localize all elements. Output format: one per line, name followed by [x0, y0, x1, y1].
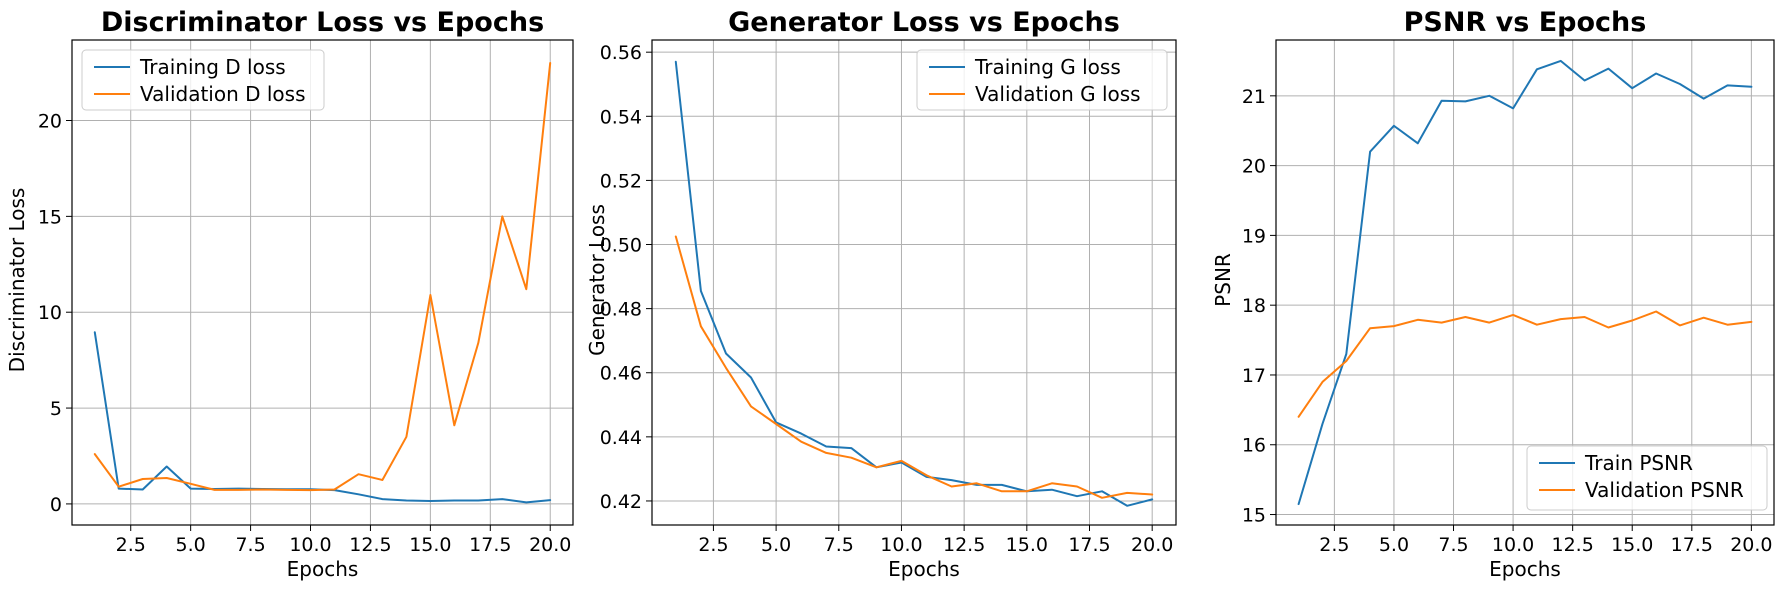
y-tick-label: 0.54 — [600, 106, 642, 128]
plot-frame — [651, 39, 1177, 526]
x-axis-label: Epochs — [888, 557, 960, 581]
series-line-validation — [674, 235, 1154, 499]
x-tick-label: 2.5 — [116, 534, 146, 556]
y-axis-label: Generator Loss — [585, 204, 609, 356]
x-tick-label: 10.0 — [880, 534, 922, 556]
y-tick-label: 15 — [38, 206, 62, 228]
x-tick-label: 12.5 — [349, 534, 391, 556]
x-tick-label: 20.0 — [529, 534, 571, 556]
series-line-training — [674, 60, 1154, 507]
ticks: 2.5 5.0 7.5 10.0 12.5 15.0 17.5 20.0 15 16 17 18 19 2… — [1242, 86, 1773, 556]
legend-box — [1526, 445, 1768, 511]
gridlines — [652, 40, 1176, 525]
legend-entry: Validation D loss — [140, 82, 306, 106]
x-tick-label: 20.0 — [1131, 534, 1173, 556]
y-axis-label: PSNR — [1211, 253, 1235, 307]
y-tick-label: 0.52 — [600, 170, 642, 192]
series-line-validation — [1297, 310, 1753, 418]
gridlines — [1276, 40, 1774, 525]
x-tick-label: 10.0 — [289, 534, 331, 556]
y-tick-label: 5 — [50, 398, 62, 420]
legend-entry: Train PSNR — [1584, 451, 1693, 475]
chart-title: Discriminator Loss vs Epochs — [101, 7, 544, 38]
legend: Training D loss Validation D loss — [81, 49, 325, 111]
x-tick-label: 5.0 — [176, 534, 206, 556]
x-tick-label: 15.0 — [1006, 534, 1048, 556]
series-group — [674, 60, 1154, 507]
y-tick-label: 15 — [1242, 505, 1266, 527]
ticks: 2.5 5.0 7.5 10.0 12.5 15.0 17.5 20.0 0 5 10 15 20 — [38, 111, 572, 556]
x-tick-label: 15.0 — [1611, 534, 1653, 556]
x-tick-label: 5.0 — [761, 534, 791, 556]
x-tick-label: 5.0 — [1379, 534, 1409, 556]
y-tick-label: 0.48 — [600, 299, 642, 321]
y-tick-label: 0.46 — [600, 363, 642, 385]
y-tick-label: 0.44 — [600, 427, 642, 449]
legend-entry: Training D loss — [139, 55, 286, 79]
legend: Training G loss Validation G loss — [916, 49, 1168, 111]
y-axis-label: Discriminator Loss — [5, 188, 29, 373]
series-group — [1297, 59, 1753, 506]
x-tick-label: 10.0 — [1492, 534, 1534, 556]
x-tick-label: 17.5 — [1671, 534, 1713, 556]
plot-frame — [71, 39, 574, 526]
legend: Train PSNR Validation PSNR — [1526, 445, 1768, 511]
y-tick-label: 0.56 — [600, 42, 642, 64]
series-line-validation — [93, 62, 552, 492]
x-axis-label: Epochs — [287, 557, 359, 581]
x-tick-label: 17.5 — [1068, 534, 1110, 556]
x-tick-label: 7.5 — [235, 534, 265, 556]
x-tick-label: 7.5 — [824, 534, 854, 556]
chart-title: Generator Loss vs Epochs — [728, 7, 1120, 38]
x-tick-label: 2.5 — [698, 534, 728, 556]
x-tick-label: 20.0 — [1730, 534, 1772, 556]
y-tick-label: 17 — [1242, 365, 1266, 387]
x-tick-label: 7.5 — [1438, 534, 1468, 556]
chart-discriminator-loss: Discriminator Loss vs Epochs Epochs Disc… — [5, 7, 574, 581]
y-tick-label: 0.50 — [600, 235, 642, 257]
ticks: 2.5 5.0 7.5 10.0 12.5 15.0 17.5 20.0 0.42 0.44 0.4… — [600, 42, 1174, 556]
x-tick-label: 17.5 — [469, 534, 511, 556]
legend-box — [81, 49, 325, 111]
chart-psnr: PSNR vs Epochs Epochs PSNR 2.5 5.0 7.5 10.0… — [1211, 7, 1775, 581]
x-tick-label: 2.5 — [1319, 534, 1349, 556]
plot-frame — [1275, 39, 1775, 526]
y-tick-label: 21 — [1242, 86, 1266, 108]
y-tick-label: 20 — [1242, 156, 1266, 178]
legend-entry: Validation G loss — [975, 82, 1141, 106]
y-tick-label: 18 — [1242, 295, 1266, 317]
y-tick-label: 10 — [38, 302, 62, 324]
x-tick-label: 12.5 — [1551, 534, 1593, 556]
series-line-training — [1297, 59, 1753, 506]
y-tick-label: 0.42 — [600, 491, 642, 513]
chart-title: PSNR vs Epochs — [1404, 7, 1647, 38]
x-tick-label: 12.5 — [943, 534, 985, 556]
y-tick-label: 0 — [50, 494, 62, 516]
legend-entry: Training G loss — [974, 55, 1121, 79]
gridlines — [72, 40, 573, 525]
y-tick-label: 20 — [38, 111, 62, 133]
series-group — [93, 62, 552, 504]
legend-box — [916, 49, 1168, 111]
y-tick-label: 19 — [1242, 225, 1266, 247]
x-axis-label: Epochs — [1489, 557, 1561, 581]
x-tick-label: 15.0 — [409, 534, 451, 556]
legend-entry: Validation PSNR — [1585, 478, 1744, 502]
chart-generator-loss: Generator Loss vs Epochs Epochs Generato… — [585, 7, 1177, 581]
y-tick-label: 16 — [1242, 435, 1266, 457]
